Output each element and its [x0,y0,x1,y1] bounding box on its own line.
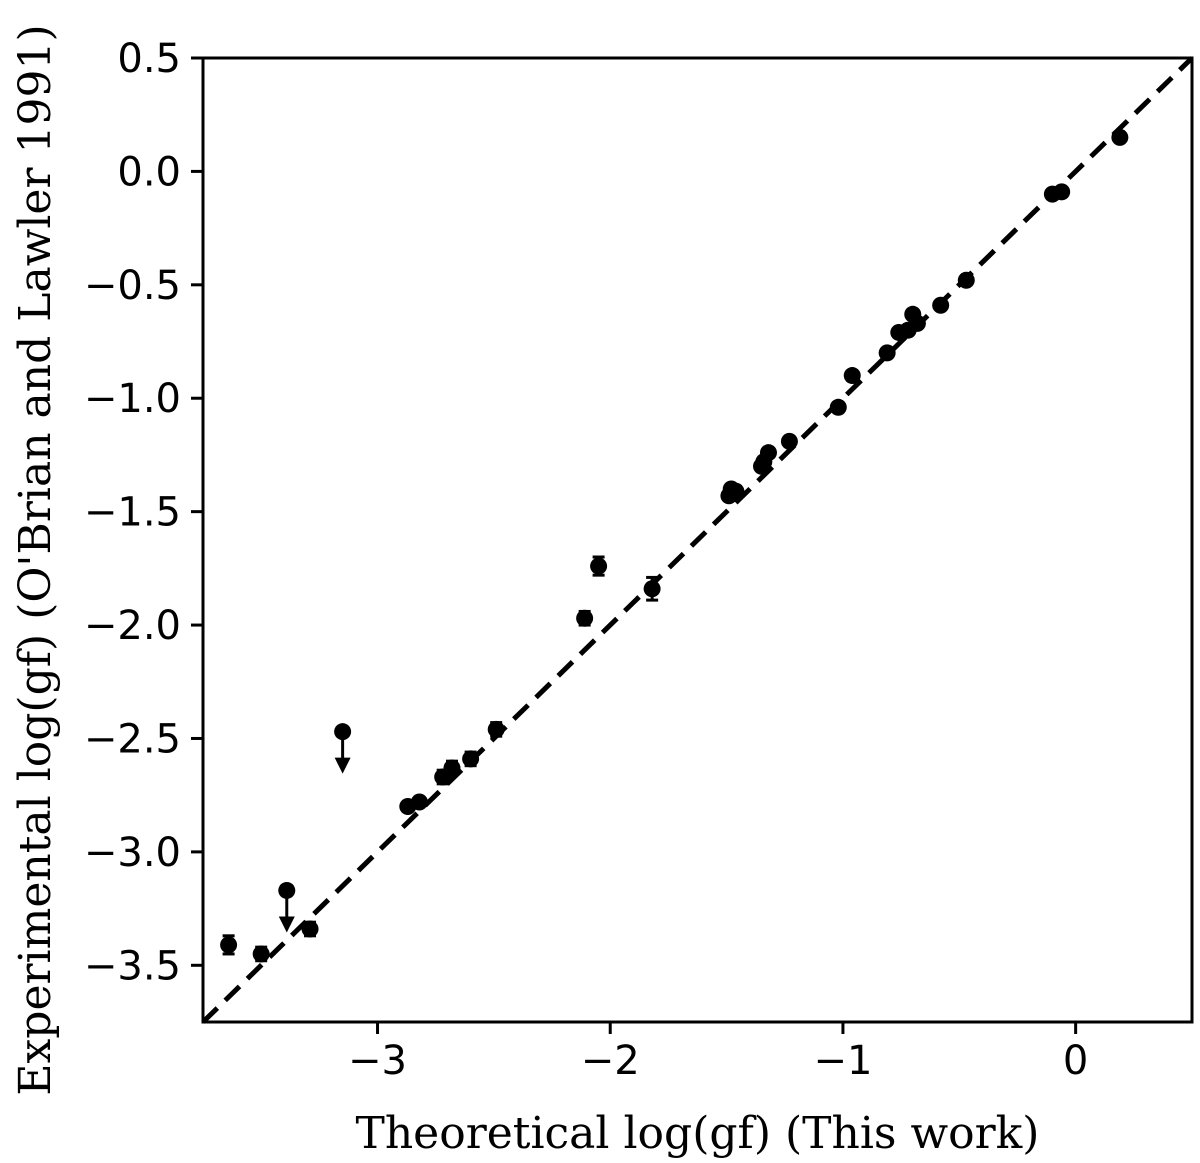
data-point [780,432,798,450]
data-point-layer [220,128,1129,963]
upper-limit-point [334,723,352,774]
y-tick-label: −3.0 [84,830,181,876]
y-tick-label: 0.5 [117,36,181,82]
data-point [301,920,319,938]
x-tick-label: 0 [1063,1038,1088,1084]
error-bar-layer [222,133,1126,963]
x-tick-label: −2 [581,1038,640,1084]
plot-frame [201,56,1194,1024]
y-tick-label: −1.5 [84,490,181,536]
y-tick-label: −0.5 [84,263,181,309]
y-tick-label: −2.5 [84,716,181,762]
data-point [487,720,505,738]
data-point [878,344,896,362]
data-point [727,482,745,500]
x-tick-label: −1 [813,1038,872,1084]
upper-limit-arrowhead [278,916,295,933]
data-point [462,750,480,768]
reference-line [201,56,1194,1024]
data-point [829,398,847,416]
data-point [643,580,661,598]
x-axis-ticks: −3 −2 −1 0 [348,1022,1088,1084]
y-tick-label: −2.0 [84,603,181,649]
data-point [576,609,594,627]
y-axis-label: Experimental log(gf) (O'Brian and Lawler… [10,24,61,1095]
data-point [932,296,950,314]
data-point [410,793,428,811]
x-axis-label: Theoretical log(gf) (This work) [356,1108,1040,1159]
data-point [759,444,777,462]
data-point [957,271,975,289]
upper-limit-layer [278,723,352,933]
y-tick-label: −3.5 [84,943,181,989]
data-point [252,945,270,963]
upper-limit-point [278,881,296,933]
y-axis-ticks: 0.5 0.0 −0.5 −1.0 −1.5 −2.0 −2.5 −3.0 −3.5 [84,36,203,989]
y-tick-label: 0.0 [117,149,181,195]
data-point [908,314,926,332]
data-point [220,936,238,954]
data-point [1111,128,1129,146]
data-point [843,367,861,385]
data-point [590,557,608,575]
data-point [1053,183,1071,201]
reference-line-layer [201,56,1194,1024]
upper-limit-arrowhead [334,757,351,774]
data-point [443,759,461,777]
x-tick-label: −3 [348,1038,407,1084]
y-tick-label: −1.0 [84,376,181,422]
